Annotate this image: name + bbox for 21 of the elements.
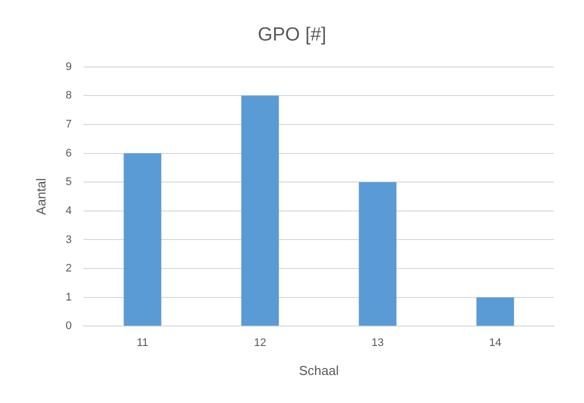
y-axis-title: Aantal (33, 178, 48, 215)
chart-title: GPO [#] (258, 24, 326, 46)
bar (476, 297, 514, 326)
bar (241, 96, 279, 326)
y-tick-label: 1 (66, 291, 72, 304)
y-tick-label: 4 (66, 204, 72, 217)
y-tick-label: 7 (66, 118, 72, 130)
x-tick-label: 14 (489, 336, 502, 349)
x-tick-label: 11 (136, 336, 148, 349)
y-tick-label: 2 (66, 262, 72, 275)
x-tick-label: 12 (254, 336, 266, 349)
y-tick-label: 0 (66, 320, 72, 332)
x-tick-label: 13 (372, 336, 384, 349)
x-axis-title: Schaal (298, 362, 339, 378)
y-tick-label: 8 (66, 90, 72, 102)
y-tick-label: 6 (66, 147, 72, 160)
y-tick-label: 5 (66, 176, 72, 188)
y-tick-label: 3 (66, 234, 72, 246)
bar (124, 153, 162, 326)
y-tick-label: 9 (66, 60, 72, 73)
bar (358, 182, 396, 326)
